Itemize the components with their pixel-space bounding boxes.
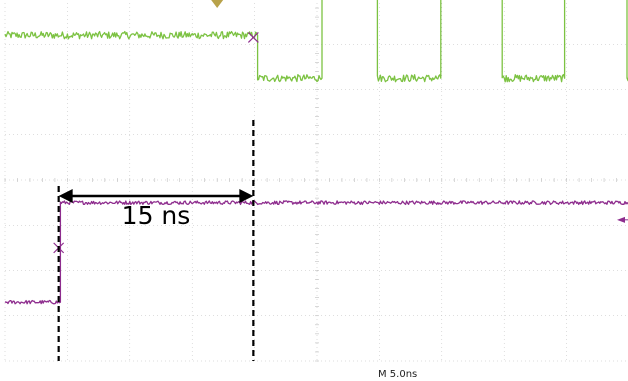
measurement-arrowhead-left <box>58 189 73 203</box>
cursor-mark-green <box>247 32 259 43</box>
trace-purple <box>4 200 628 305</box>
trace-green <box>4 0 628 83</box>
time-scale-readout: M 5.0ns <box>378 369 417 380</box>
measurement-arrowhead-right <box>239 189 254 203</box>
trigger-marker <box>211 0 224 8</box>
measurement-annotation: 15 ns <box>57 120 255 361</box>
measurement-label: 15 ns <box>122 201 191 230</box>
traces <box>4 0 628 305</box>
ground-marker-purple <box>617 216 625 223</box>
graticule <box>4 0 628 362</box>
